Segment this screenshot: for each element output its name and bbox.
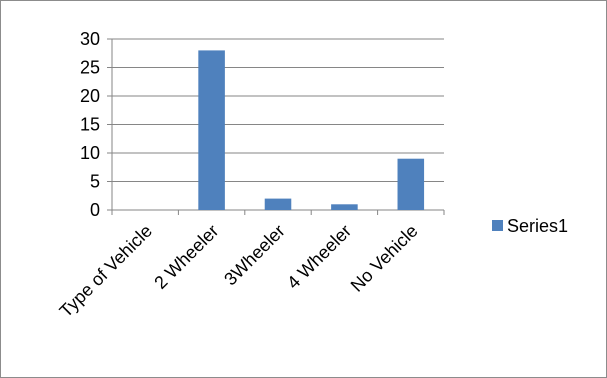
legend-label-series1: Series1 xyxy=(507,216,568,236)
y-tick-label: 15 xyxy=(80,115,100,135)
axes xyxy=(107,38,445,215)
bar-no-vehicle xyxy=(397,158,425,210)
legend: Series1 xyxy=(492,216,568,236)
x-tick-label: Type of Vehicle xyxy=(56,221,156,321)
x-tick-label: 4 Wheeler xyxy=(283,221,355,293)
gridlines xyxy=(112,38,444,182)
y-tick-labels: 0 5 10 15 20 25 30 xyxy=(80,29,100,220)
y-tick-label: 5 xyxy=(90,172,100,192)
bar-2-wheeler xyxy=(198,50,225,211)
bar-3wheeler xyxy=(264,198,292,210)
y-tick-label: 30 xyxy=(80,29,100,49)
x-tick-label: 3Wheeler xyxy=(220,221,289,290)
y-tick-label: 0 xyxy=(90,200,100,220)
y-tick-label: 10 xyxy=(80,143,100,163)
y-tick-label: 25 xyxy=(80,58,100,78)
x-tick-label: 2 Wheeler xyxy=(150,221,222,293)
x-tick-label: No Vehicle xyxy=(347,221,422,296)
bar-4-wheeler xyxy=(331,204,358,210)
legend-swatch-series1 xyxy=(492,220,503,231)
bars xyxy=(198,50,425,211)
y-tick-label: 20 xyxy=(80,86,100,106)
